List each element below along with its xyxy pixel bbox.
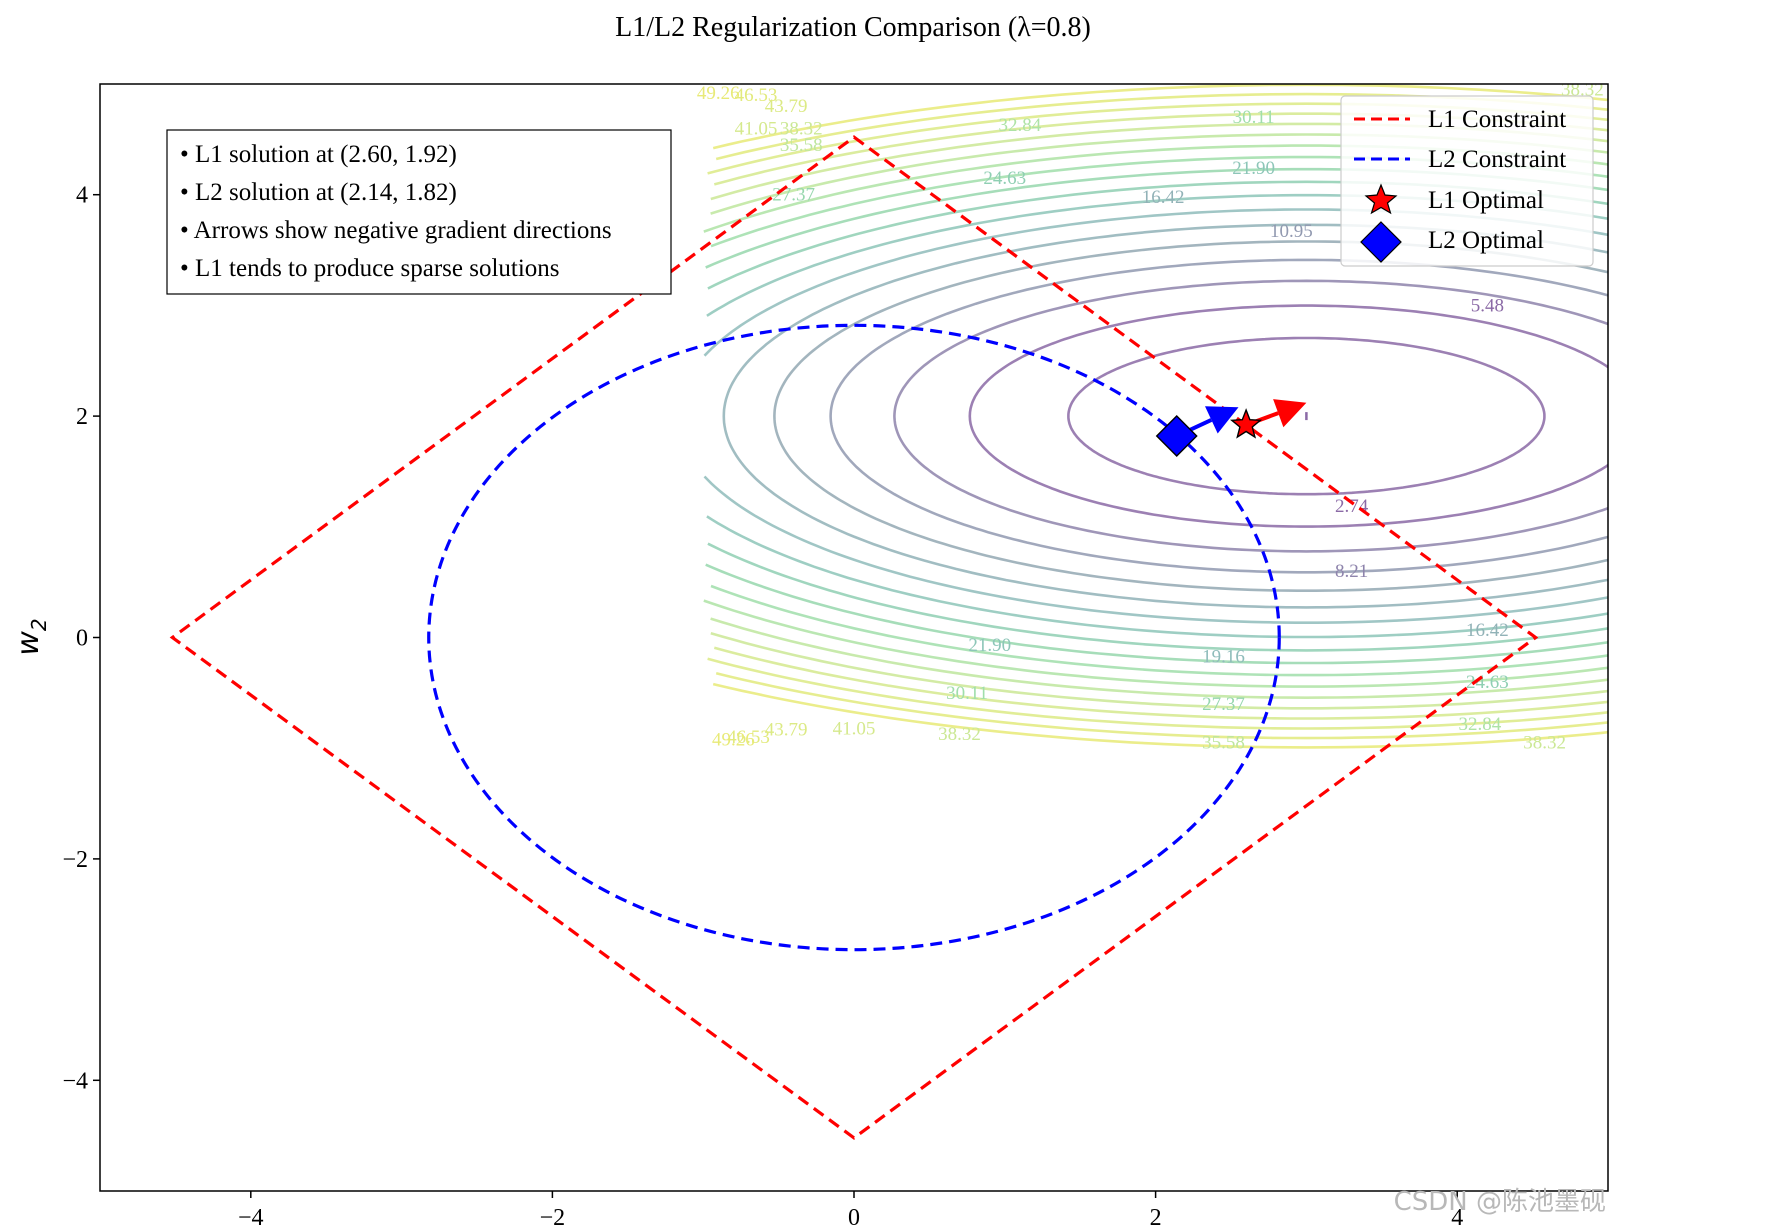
legend: L1 Constraint L2 Constraint L1 Optimal L… [1340, 95, 1594, 267]
axes: −4 −2 0 2 4 −4 −2 0 2 4 [62, 83, 1609, 1231]
contour-line [968, 304, 1608, 528]
y-axis-label: w2 [11, 618, 51, 655]
y-axis-ticks: −4 −2 0 2 4 [62, 183, 100, 1094]
contour-label: 16.42 [1142, 187, 1185, 208]
y-axis-label-main: w [11, 631, 46, 656]
contour-label: 24.63 [983, 168, 1026, 189]
chart-title: L1/L2 Regularization Comparison (λ=0.8) [615, 12, 1091, 43]
legend-label-l1-optimal: L1 Optimal [1428, 187, 1544, 214]
contour-line [773, 240, 1608, 592]
contour-label: 10.95 [1270, 221, 1313, 242]
contour-label: 38.32 [780, 118, 823, 139]
contour-label: 19.16 [1202, 646, 1245, 667]
y-axis-label-subscript: 2 [27, 618, 51, 631]
x-tick-label: 0 [848, 1205, 860, 1231]
contour-line [722, 223, 1608, 609]
x-tick-label: 2 [1150, 1205, 1162, 1231]
contour-line [712, 84, 1608, 749]
legend-swatch-l1-optimal [1364, 183, 1398, 215]
info-line-4: • L1 tends to produce sparse solutions [180, 255, 560, 282]
contour-label: 5.48 [1471, 295, 1504, 316]
contour-label: 43.79 [765, 96, 808, 117]
legend-frame [1340, 95, 1594, 267]
l2-optimal-marker [1155, 415, 1198, 458]
contour-label: 38.32 [938, 724, 981, 745]
y-tick-label: 4 [76, 183, 88, 209]
contour-label: 38.32 [1523, 733, 1566, 754]
gradient-arrow-head [1273, 399, 1307, 428]
info-box-frame [166, 129, 672, 295]
contour-label: 8.21 [1335, 561, 1368, 582]
contour-label: 49.26 [712, 729, 755, 750]
legend-label-l1-constraint: L1 Constraint [1428, 106, 1566, 133]
y-tick-label: −4 [62, 1068, 88, 1094]
contour-label: 46.53 [735, 85, 778, 106]
contour-label: 30.11 [946, 683, 988, 704]
l1-optimal-marker [1229, 408, 1263, 439]
contour-label: 35.58 [780, 135, 823, 156]
info-box: • L1 solution at (2.60, 1.92) • L2 solut… [166, 129, 672, 295]
contour-label: 27.37 [772, 185, 815, 206]
contour-labels: 2.74 5.48 8.21 10.95 16.42 16.42 19.16 21.90 21.… [697, 83, 1604, 754]
x-axis-ticks: −4 −2 0 2 4 [238, 1191, 1463, 1231]
info-line-3: • Arrows show negative gradient directio… [180, 217, 612, 244]
contour-label: 49.26 [697, 83, 740, 104]
watermark: CSDN @陈池墨砚 [1394, 1187, 1606, 1217]
legend-label-l2-constraint: L2 Constraint [1428, 146, 1566, 173]
gradient-arrow-head [1205, 406, 1239, 434]
contour-label: 30.11 [1233, 107, 1275, 128]
legend-swatch-l2-optimal [1360, 221, 1402, 263]
contour-label: 41.05 [833, 718, 876, 739]
x-tick-label: −4 [238, 1205, 264, 1231]
x-tick-label: 4 [1451, 1205, 1463, 1231]
l1-constraint-line [169, 135, 1539, 1140]
contour-label: 21.90 [1232, 158, 1275, 179]
y-tick-label: −2 [62, 847, 88, 873]
contour-label: 32.84 [1458, 714, 1501, 735]
constraint-lines [169, 135, 1539, 1140]
contour-label: 32.84 [999, 115, 1042, 136]
contour-label: 21.90 [968, 635, 1011, 656]
y-tick-label: 0 [76, 626, 88, 652]
gradient-arrows [1175, 399, 1307, 438]
info-line-1: • L1 solution at (2.60, 1.92) [180, 141, 457, 168]
contour-line [1067, 336, 1546, 496]
optimal-markers [1155, 408, 1308, 458]
contour-label: 43.79 [765, 719, 808, 740]
y-tick-label: 2 [76, 404, 88, 430]
contour-label: 46.53 [727, 727, 770, 748]
contour-line [893, 279, 1608, 553]
contour-label: 35.58 [1202, 733, 1245, 754]
l2-constraint-line [427, 323, 1281, 952]
contour-label: 16.42 [1466, 620, 1509, 641]
contour-label: 41.05 [735, 118, 778, 139]
legend-label-l2-optimal: L2 Optimal [1428, 227, 1544, 254]
contour-label: 2.74 [1335, 496, 1369, 517]
contour-label: 24.63 [1466, 672, 1509, 693]
x-tick-label: −2 [540, 1205, 566, 1231]
info-line-2: • L2 solution at (2.14, 1.82) [180, 179, 457, 206]
contour-label: 27.37 [1202, 694, 1245, 715]
